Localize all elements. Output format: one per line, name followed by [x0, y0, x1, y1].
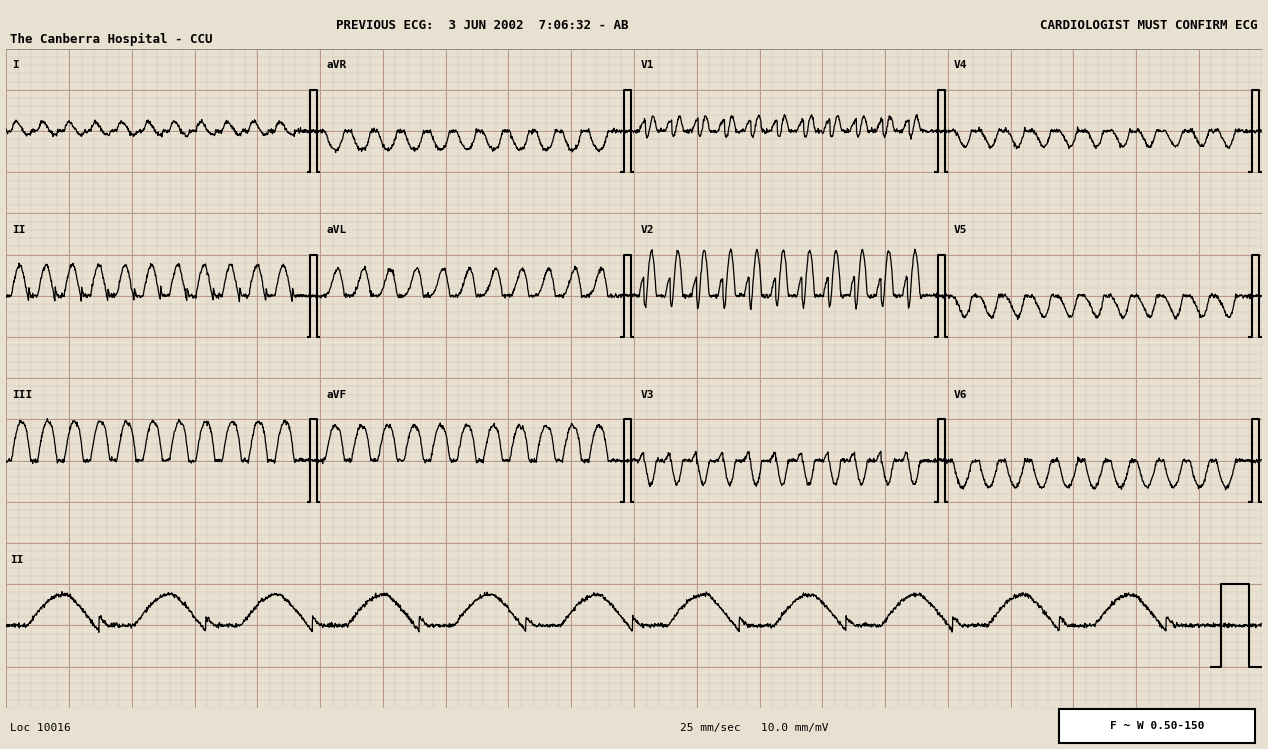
Text: F ~ W 0.50-150: F ~ W 0.50-150: [1110, 721, 1205, 731]
Text: aVF: aVF: [326, 389, 346, 400]
Text: CARDIOLOGIST MUST CONFIRM ECG: CARDIOLOGIST MUST CONFIRM ECG: [1040, 19, 1258, 31]
Text: V4: V4: [954, 60, 967, 70]
Text: aVL: aVL: [326, 225, 346, 235]
Text: I: I: [13, 60, 19, 70]
Text: II: II: [13, 225, 27, 235]
Text: V6: V6: [954, 389, 967, 400]
Text: Loc 10016: Loc 10016: [10, 723, 71, 733]
Text: PREVIOUS ECG:  3 JUN 2002  7:06:32 - AB: PREVIOUS ECG: 3 JUN 2002 7:06:32 - AB: [336, 19, 628, 31]
Text: 25 mm/sec   10.0 mm/mV: 25 mm/sec 10.0 mm/mV: [680, 723, 829, 733]
Text: V5: V5: [954, 225, 967, 235]
Text: II: II: [10, 554, 24, 565]
Text: aVR: aVR: [326, 60, 346, 70]
Text: V3: V3: [640, 389, 654, 400]
Text: The Canberra Hospital - CCU: The Canberra Hospital - CCU: [10, 33, 213, 46]
Text: V2: V2: [640, 225, 654, 235]
Text: V1: V1: [640, 60, 654, 70]
Text: III: III: [13, 389, 33, 400]
